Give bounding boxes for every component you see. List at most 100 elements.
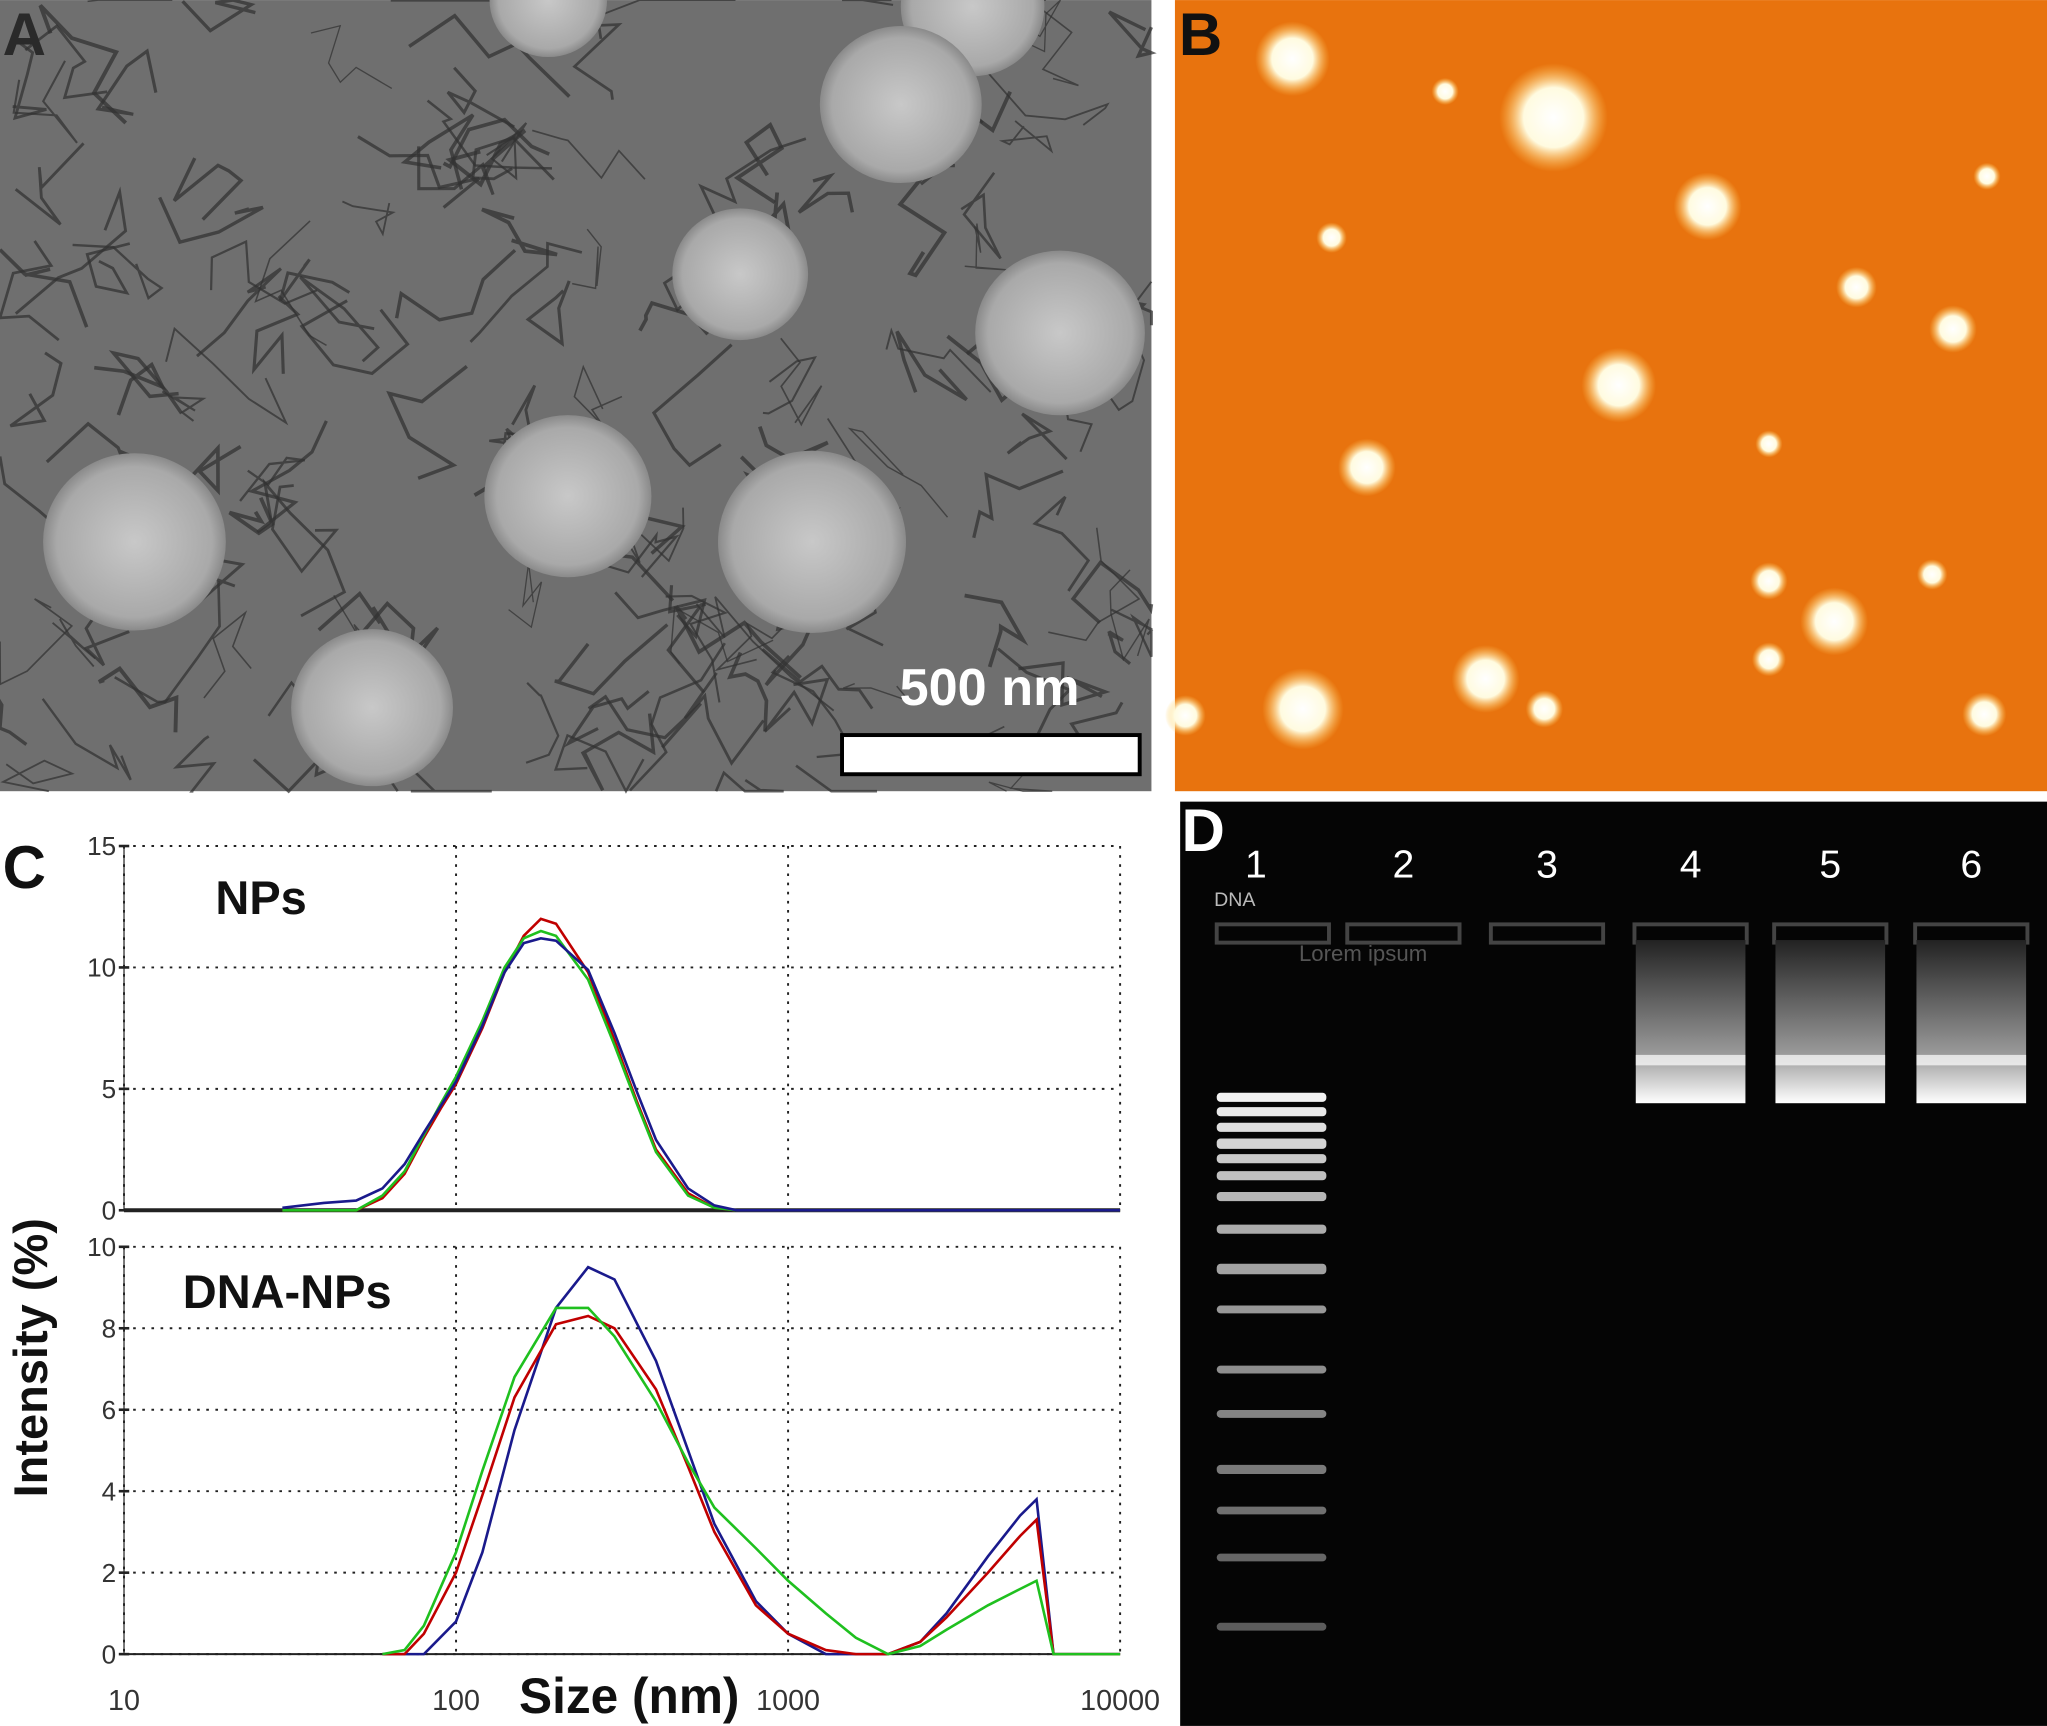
crack xyxy=(847,427,949,518)
ladder-band xyxy=(1216,1122,1327,1132)
crack xyxy=(262,478,347,618)
crack xyxy=(394,248,517,322)
crack xyxy=(532,129,646,180)
x-tick-label: 10 xyxy=(108,1685,140,1717)
particle xyxy=(672,208,809,341)
crack xyxy=(587,531,680,578)
particle xyxy=(1916,559,1948,590)
crack xyxy=(1006,412,1068,461)
crack xyxy=(85,242,131,295)
crack xyxy=(0,759,75,793)
crack xyxy=(486,122,528,181)
crack xyxy=(666,585,706,694)
crack xyxy=(14,142,85,226)
particle xyxy=(489,0,608,58)
particle xyxy=(1165,695,1206,736)
crack xyxy=(410,768,492,793)
particle xyxy=(975,250,1145,416)
crack xyxy=(0,240,60,342)
particle xyxy=(1431,77,1459,106)
series-line xyxy=(382,1306,1121,1656)
crack xyxy=(525,682,560,764)
lane-label: 4 xyxy=(1680,843,1702,886)
crack xyxy=(508,563,543,629)
ladder-band xyxy=(1216,1506,1327,1515)
crack xyxy=(897,159,948,278)
particle xyxy=(1836,266,1877,308)
x-tick-label: 100 xyxy=(432,1685,480,1717)
particle xyxy=(484,415,652,578)
annotation: Lorem ipsum xyxy=(1299,941,1427,966)
crack xyxy=(674,605,802,680)
crack xyxy=(727,651,769,732)
crack xyxy=(1109,569,1150,662)
crack xyxy=(87,0,173,3)
chart-title: DNA-NPs xyxy=(183,1265,392,1318)
crack xyxy=(651,343,733,468)
series-line xyxy=(282,936,1121,1212)
crack xyxy=(161,390,207,422)
particle xyxy=(1929,305,1977,353)
crack xyxy=(52,618,96,668)
crack xyxy=(842,682,915,704)
dna-smear xyxy=(1916,940,2027,1104)
y-tick-label: 0 xyxy=(102,1639,117,1669)
spots xyxy=(1165,21,2007,750)
crack xyxy=(446,66,515,129)
crack xyxy=(442,117,550,170)
well xyxy=(1345,922,1462,945)
crack xyxy=(41,698,132,781)
y-tick-label: 5 xyxy=(102,1074,117,1104)
particle xyxy=(819,26,982,184)
crack xyxy=(310,24,393,90)
x-tick-label: 10000 xyxy=(1080,1685,1160,1717)
particle xyxy=(718,450,907,634)
panel-label: B xyxy=(1179,1,1222,68)
y-tick-label: 8 xyxy=(102,1313,117,1343)
crack xyxy=(580,713,656,792)
lane-label: 3 xyxy=(1536,843,1558,886)
well xyxy=(1488,922,1606,945)
y-tick-label: 10 xyxy=(87,953,116,983)
panel-label: A xyxy=(3,1,46,68)
ladder-band xyxy=(1216,1138,1327,1149)
gel-bands: 1 2 3 4 5 6 xyxy=(1214,843,2030,1631)
crack xyxy=(481,207,558,257)
cracks xyxy=(0,0,1157,794)
annotation: DNA xyxy=(1214,889,1256,911)
crack xyxy=(1018,661,1111,708)
crack xyxy=(572,228,602,290)
panel-label: D xyxy=(1181,797,1224,864)
y-tick-label: 15 xyxy=(87,831,116,861)
crack xyxy=(38,4,128,125)
y-tick-label: 0 xyxy=(102,1195,117,1225)
crack xyxy=(357,135,481,209)
crack xyxy=(573,364,623,426)
particle xyxy=(1673,172,1742,241)
crack xyxy=(181,0,256,33)
crack xyxy=(203,610,252,699)
ladder-band xyxy=(1216,1409,1327,1418)
y-tick-label: 2 xyxy=(102,1558,117,1588)
y-tick-label: 10 xyxy=(87,1232,116,1262)
dna-band xyxy=(1775,1054,1886,1066)
particle xyxy=(1316,222,1347,253)
crack xyxy=(299,299,410,376)
beads xyxy=(43,0,1145,787)
lane-label: 5 xyxy=(1819,843,1841,886)
crack xyxy=(587,694,702,749)
ladder-band xyxy=(1216,1263,1327,1275)
crack xyxy=(763,677,830,733)
crack xyxy=(629,642,726,792)
crack xyxy=(299,275,380,363)
particle xyxy=(1973,162,2001,190)
lane-label: 1 xyxy=(1245,843,1267,886)
particle xyxy=(1525,690,1564,728)
crack xyxy=(426,99,552,170)
x-tick-label: 1000 xyxy=(756,1685,820,1717)
particle xyxy=(1800,587,1869,656)
crack xyxy=(165,326,289,426)
crack xyxy=(780,337,823,427)
crack xyxy=(247,420,328,534)
